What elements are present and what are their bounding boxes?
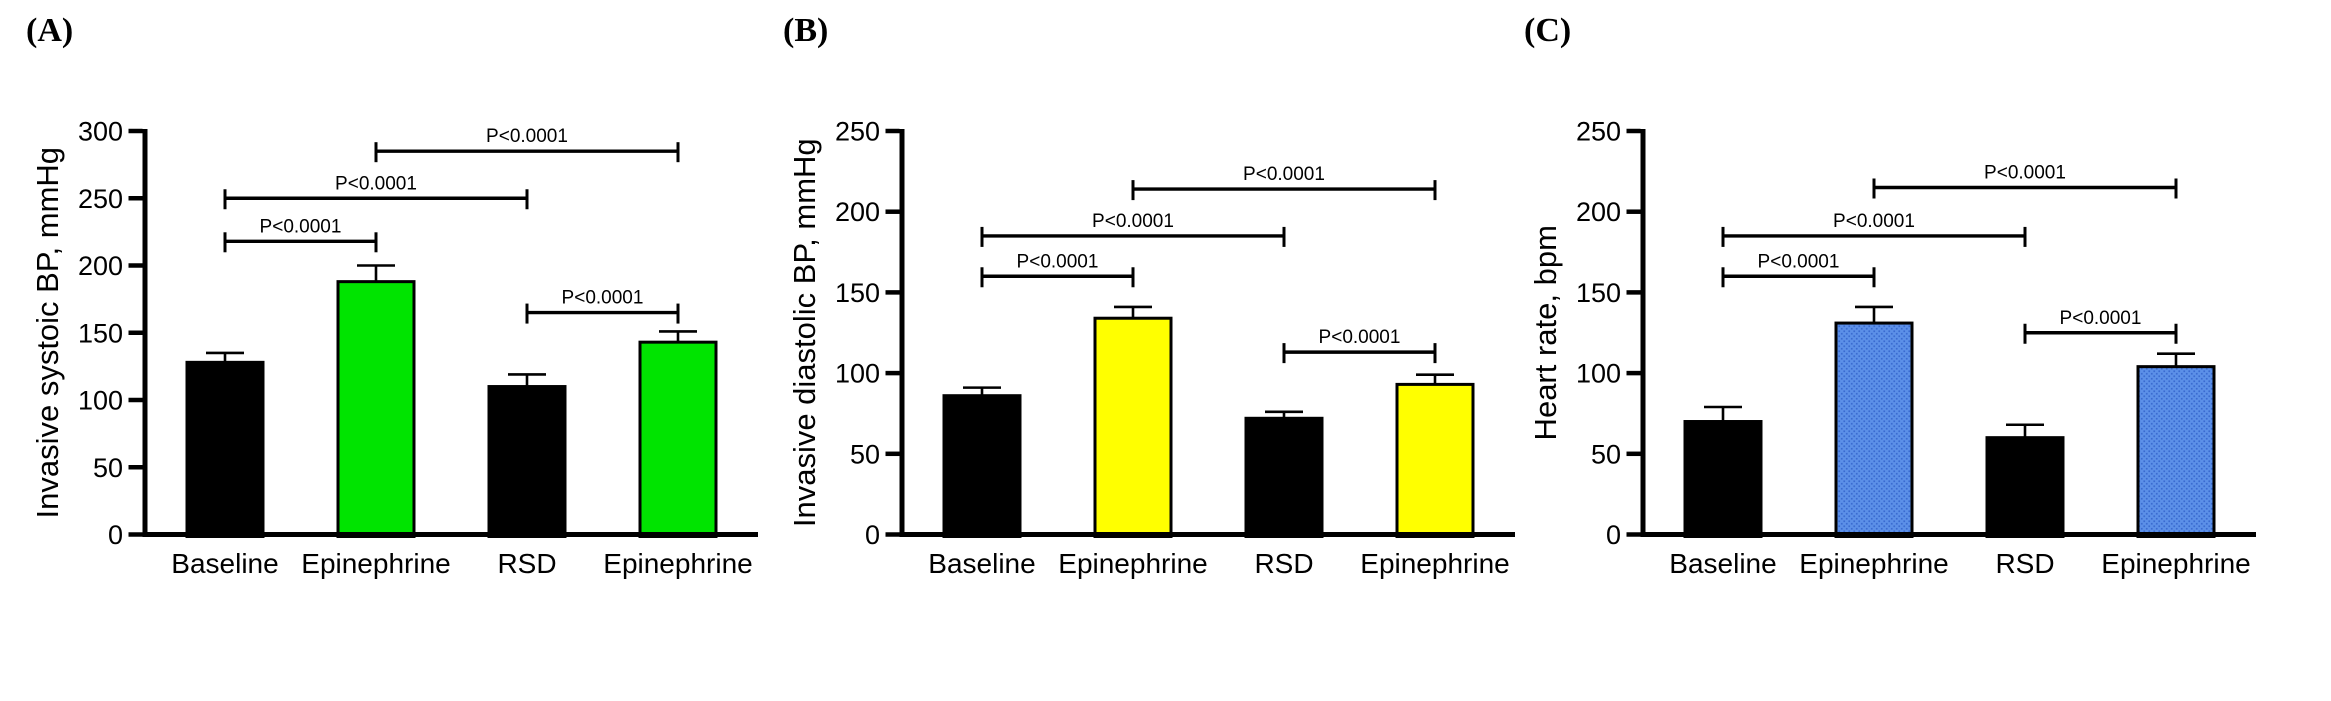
- error-bar: [2006, 423, 2044, 438]
- error-bar: [2157, 352, 2195, 367]
- significance-bracket: P<0.0001: [1872, 162, 2178, 199]
- y-tick-label: 150: [835, 278, 880, 308]
- panel-c: (C) P<0.0001 P<0.0001 P<0.0001 P<0.0001 0 50 1…: [1498, 0, 2275, 701]
- x-category-label: RSD: [1995, 548, 2054, 579]
- y-tick-label: 200: [1576, 197, 1621, 227]
- bar-epinephrine-1: [1834, 321, 1914, 539]
- bar-rsd-2: [1985, 436, 2065, 538]
- significance-label: P<0.0001: [2060, 308, 2142, 329]
- significance-label: P<0.0001: [1017, 251, 1099, 272]
- error-bar: [963, 386, 1001, 396]
- bar-epinephrine-3: [638, 340, 718, 539]
- x-category-label: Baseline: [1669, 548, 1776, 579]
- significance-label: P<0.0001: [260, 216, 342, 237]
- y-tick-label: 100: [1576, 359, 1621, 389]
- x-category-label: Epinephrine: [1360, 548, 1509, 579]
- bar-epinephrine-3: [2136, 365, 2216, 539]
- y-axis-title: Invasive systoic BP, mmHg: [30, 147, 65, 519]
- bar-chart-diastolic-bp: P<0.0001 P<0.0001 P<0.0001 P<0.0001 0 50 100 15…: [787, 117, 1515, 579]
- bar-epinephrine-3: [1395, 382, 1475, 539]
- x-category-label: Baseline: [928, 548, 1035, 579]
- significance-label: P<0.0001: [335, 173, 417, 194]
- error-bar: [508, 373, 546, 387]
- y-tick-label: 50: [1591, 439, 1621, 469]
- panel-a-label: (A): [26, 12, 74, 49]
- significance-bracket: P<0.0001: [223, 173, 529, 210]
- significance-bracket: P<0.0001: [1721, 251, 1876, 288]
- y-tick-label: 0: [1606, 520, 1621, 550]
- panel-a: (A) P<0.0001 P<0.0001 P<0.0001 P<0.0001 0 50 1…: [0, 0, 777, 701]
- x-category-label: Epinephrine: [1799, 548, 1948, 579]
- significance-bracket: P<0.0001: [2023, 308, 2178, 344]
- error-bar: [1855, 305, 1893, 324]
- bar-chart-heart-rate: P<0.0001 P<0.0001 P<0.0001 P<0.0001 0 50 100 15…: [1528, 117, 2256, 579]
- significance-label: P<0.0001: [562, 288, 644, 309]
- significance-label: P<0.0001: [1092, 211, 1174, 232]
- x-category-label: Epinephrine: [1058, 548, 1207, 579]
- y-tick-label: 150: [78, 318, 123, 348]
- error-bar: [1265, 410, 1303, 419]
- significance-label: P<0.0001: [1319, 327, 1401, 348]
- y-tick-label: 200: [835, 197, 880, 227]
- significance-bracket: P<0.0001: [980, 211, 1286, 247]
- bar-chart-systolic-bp: P<0.0001 P<0.0001 P<0.0001 P<0.0001 0 50 100 15…: [30, 117, 758, 579]
- bar-rsd-2: [1244, 416, 1324, 538]
- significance-label: P<0.0001: [1243, 164, 1325, 185]
- y-tick-label: 200: [78, 251, 123, 281]
- significance-label: P<0.0001: [486, 126, 568, 147]
- error-bar: [1416, 373, 1454, 385]
- error-bar: [659, 330, 697, 343]
- bar-epinephrine-1: [336, 280, 416, 539]
- x-category-label: Epinephrine: [301, 548, 450, 579]
- x-category-label: RSD: [1254, 548, 1313, 579]
- y-tick-label: 300: [78, 117, 123, 147]
- significance-label: P<0.0001: [1758, 251, 1840, 272]
- y-tick-label: 250: [1576, 117, 1621, 147]
- bar-baseline-0: [1683, 420, 1763, 538]
- significance-bracket: P<0.0001: [223, 216, 378, 253]
- y-tick-label: 100: [78, 386, 123, 416]
- y-tick-label: 150: [1576, 278, 1621, 308]
- panel-c-label: (C): [1524, 12, 1572, 49]
- y-tick-label: 0: [865, 520, 880, 550]
- error-bar: [206, 351, 244, 363]
- significance-bracket: P<0.0001: [980, 251, 1135, 288]
- error-bar: [1114, 305, 1152, 319]
- y-axis-title: Heart rate, bpm: [1528, 225, 1563, 440]
- significance-bracket: P<0.0001: [1282, 327, 1437, 364]
- significance-bracket: P<0.0001: [1721, 211, 2027, 247]
- error-bar: [357, 264, 395, 282]
- x-category-label: Epinephrine: [603, 548, 752, 579]
- y-tick-label: 50: [93, 453, 123, 483]
- y-tick-label: 0: [108, 520, 123, 550]
- bar-epinephrine-1: [1093, 316, 1173, 538]
- y-tick-label: 250: [835, 117, 880, 147]
- significance-bracket: P<0.0001: [525, 288, 680, 324]
- significance-bracket: P<0.0001: [374, 126, 680, 163]
- bar-baseline-0: [185, 360, 265, 538]
- significance-bracket: P<0.0001: [1131, 164, 1437, 201]
- error-bar: [1704, 405, 1742, 422]
- panel-b-label: (B): [783, 12, 829, 49]
- y-tick-label: 100: [835, 359, 880, 389]
- bar-baseline-0: [942, 394, 1022, 539]
- significance-label: P<0.0001: [1833, 211, 1915, 232]
- x-category-label: RSD: [497, 548, 556, 579]
- significance-label: P<0.0001: [1984, 162, 2066, 183]
- x-category-label: Epinephrine: [2101, 548, 2250, 579]
- x-category-label: Baseline: [171, 548, 278, 579]
- bar-rsd-2: [487, 385, 567, 538]
- y-tick-label: 50: [850, 439, 880, 469]
- y-tick-label: 250: [78, 184, 123, 214]
- panel-b: (B) P<0.0001 P<0.0001 P<0.0001 P<0.0001 0 50 1…: [757, 0, 1534, 701]
- y-axis-title: Invasive diastolic BP, mmHg: [787, 138, 822, 527]
